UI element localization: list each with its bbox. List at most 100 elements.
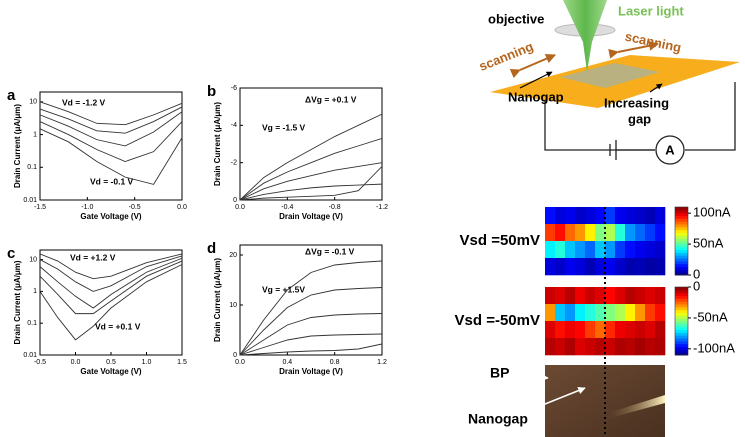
heat-cell <box>565 258 576 276</box>
heat-cell <box>595 338 606 356</box>
colorbar-step <box>675 321 688 325</box>
heat-cell <box>625 207 636 225</box>
heat-cell <box>655 207 666 225</box>
y-tick-label: 0 <box>233 197 237 204</box>
colorbar-step <box>675 295 688 299</box>
y-tick-label: 1 <box>33 288 37 295</box>
x-axis-label: Gate Voltage (V) <box>80 367 142 376</box>
panel-letter: a <box>7 87 16 104</box>
curve <box>239 313 383 356</box>
colorbar-label: 50nA <box>693 236 724 251</box>
heat-cell <box>595 287 606 305</box>
x-tick-label: 1.5 <box>177 359 187 366</box>
heat-cell <box>575 287 586 305</box>
y-tick-label: -2 <box>231 160 237 167</box>
y-tick-label: -6 <box>231 85 237 92</box>
heat-cell <box>575 224 586 242</box>
heat-cell <box>565 338 576 356</box>
y-tick-label: 0.01 <box>23 352 37 359</box>
heat-cell <box>645 241 656 259</box>
colorbar-frame <box>674 286 689 356</box>
curve <box>239 287 383 356</box>
heat-cell <box>545 224 556 242</box>
annotation: Vd = -0.1 V <box>90 176 134 186</box>
heat-cell <box>575 321 586 339</box>
heat-cell <box>655 321 666 339</box>
plot-frame <box>39 91 183 201</box>
gap-label: gap <box>628 111 651 126</box>
colorbar-step <box>675 272 688 276</box>
x-tick-label: -1.5 <box>34 204 46 211</box>
colorbar-label: -100nA <box>693 340 735 355</box>
curve <box>39 264 183 341</box>
heat-cell <box>575 338 586 356</box>
heat-cell <box>655 338 666 356</box>
curve <box>239 333 383 356</box>
x-tick-label: 0.0 <box>235 204 245 211</box>
plot-frame <box>39 249 183 356</box>
battery <box>609 140 655 160</box>
colorbar-step <box>675 209 688 214</box>
x-axis-label: Drain Voltage (V) <box>279 212 343 221</box>
heat-cell <box>645 304 656 322</box>
y-tick-label: 1 <box>33 131 37 138</box>
heat-cell <box>565 224 576 242</box>
nanogap-label: Nanogap <box>508 89 564 104</box>
x-tick-label: 1.0 <box>142 359 152 366</box>
colorbar-step <box>675 301 688 305</box>
colorbar-step <box>675 340 688 345</box>
heat-cell <box>615 224 626 242</box>
heat-cell <box>595 321 606 339</box>
curve <box>39 101 183 126</box>
heat-cell <box>565 207 576 225</box>
colorbar-step <box>675 207 688 211</box>
heat-cell <box>555 304 566 322</box>
y-tick-label: 0 <box>233 352 237 359</box>
heat-cell <box>585 304 596 322</box>
y-axis-label: Drain Current (μA/μm) <box>13 260 22 344</box>
heat-cell <box>555 207 566 225</box>
heat-cell <box>555 287 566 305</box>
heat-cell <box>605 224 616 242</box>
curve <box>239 183 383 201</box>
heat-cell <box>625 287 636 305</box>
colorbar-step <box>675 326 688 330</box>
heat-cell <box>625 241 636 259</box>
heat-cell <box>575 304 586 322</box>
heat-cell <box>595 224 606 242</box>
heat-cell <box>555 224 566 242</box>
colorbar-step <box>675 335 688 339</box>
heat-cell <box>575 241 586 259</box>
x-axis-label: Drain Voltage (V) <box>279 367 343 376</box>
heat-cell <box>635 207 646 225</box>
heat-cell <box>605 338 616 356</box>
x-tick-label: 0.0 <box>71 359 81 366</box>
heat-cell <box>555 321 566 339</box>
colorbar-step <box>675 260 688 265</box>
x-axis-label: Gate Voltage (V) <box>80 212 142 221</box>
heat-cell <box>615 321 626 339</box>
heat-cell <box>655 287 666 305</box>
x-tick-label: 0.0 <box>235 359 245 366</box>
y-tick-label: 10 <box>29 256 37 263</box>
x-tick-label: 1.2 <box>377 359 387 366</box>
annotation: Vg = +1.5V <box>262 284 305 294</box>
heat-cell <box>635 287 646 305</box>
colorbar-step <box>675 352 688 356</box>
pointer <box>649 83 663 93</box>
annotation: Vd = +0.1 V <box>95 321 141 331</box>
colorbar-step <box>675 323 688 328</box>
heat-cell <box>585 224 596 242</box>
heat-cell <box>645 338 656 356</box>
x-tick-label: 0.5 <box>106 359 116 366</box>
annotation: Vd = -1.2 V <box>62 97 106 107</box>
increasing-label: Increasing <box>604 95 669 110</box>
heat-cell <box>655 304 666 322</box>
x-tick-label: -0.4 <box>281 204 293 211</box>
colorbar-step <box>675 258 688 262</box>
x-tick-label: 0.4 <box>282 359 292 366</box>
heat-cell <box>545 304 556 322</box>
curve <box>39 121 183 163</box>
photo: BP Nanogap <box>468 365 665 437</box>
colorbar-step <box>675 298 688 302</box>
